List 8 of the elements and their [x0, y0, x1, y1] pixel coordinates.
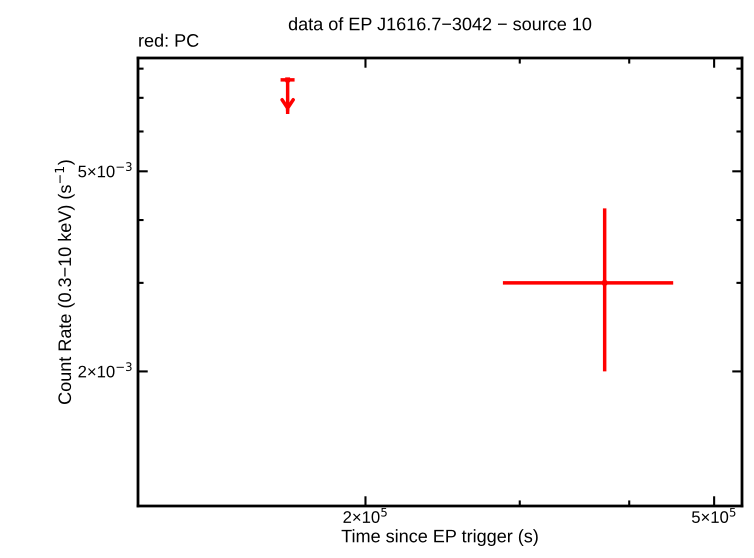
chart-title: data of EP J1616.7−3042 − source 10 [288, 17, 592, 30]
x-axis-title: Time since EP trigger (s) [342, 529, 538, 546]
text: red: PC [139, 34, 199, 47]
y-tick-label: 5×10$^{−3}$ [78, 162, 132, 178]
x-tick-label: 2×10$^{5}$ [343, 508, 387, 523]
x-tick-label: 5×10$^{5}$ [692, 508, 736, 523]
y-axis-title: Count Rate (0.3−10 keV) (s$^{−1}$) [54, 160, 75, 404]
y-tick-label: 2×10$^{−3}$ [78, 362, 132, 378]
